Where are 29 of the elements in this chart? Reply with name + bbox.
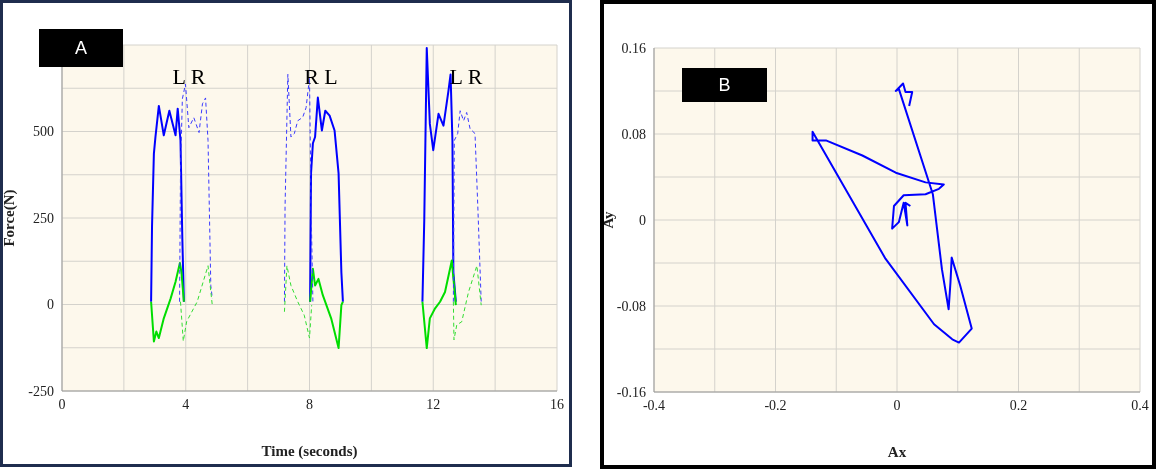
- y-tick-label: 0.16: [621, 40, 646, 56]
- annotation: R L: [304, 64, 338, 90]
- y-axis-title: Force(N): [1, 189, 19, 247]
- x-tick-label: -0.4: [642, 397, 666, 413]
- x-axis-title: Time (seconds): [261, 443, 358, 460]
- x-tick-label: -0.2: [764, 397, 787, 413]
- x-tick-label: 0: [893, 397, 901, 413]
- x-tick-label: 0: [58, 396, 66, 412]
- y-tick-label: 0: [47, 297, 54, 313]
- title-box: A: [39, 29, 123, 67]
- title-box: B: [682, 68, 767, 102]
- y-axis-title: Ay: [600, 210, 617, 229]
- x-axis-title: Ax: [887, 444, 907, 460]
- annotation: L R: [449, 64, 483, 90]
- y-tick-label: 0: [639, 212, 646, 228]
- x-tick-label: 4: [182, 396, 190, 412]
- x-tick-label: 0.2: [1009, 397, 1028, 413]
- line-series: [811, 82, 973, 344]
- y-tick-label: -250: [28, 383, 54, 399]
- y-tick-label: -0.16: [616, 384, 646, 400]
- x-tick-label: 8: [306, 396, 313, 412]
- y-tick-label: 250: [33, 210, 54, 226]
- annotation: L R: [172, 64, 206, 90]
- y-tick-label: 0.08: [621, 126, 646, 142]
- y-tick-label: -0.08: [616, 298, 646, 314]
- x-tick-label: 12: [426, 396, 441, 412]
- x-tick-label: 16: [550, 396, 564, 412]
- y-tick-label: 500: [33, 124, 54, 140]
- x-tick-label: 0.4: [1131, 397, 1149, 413]
